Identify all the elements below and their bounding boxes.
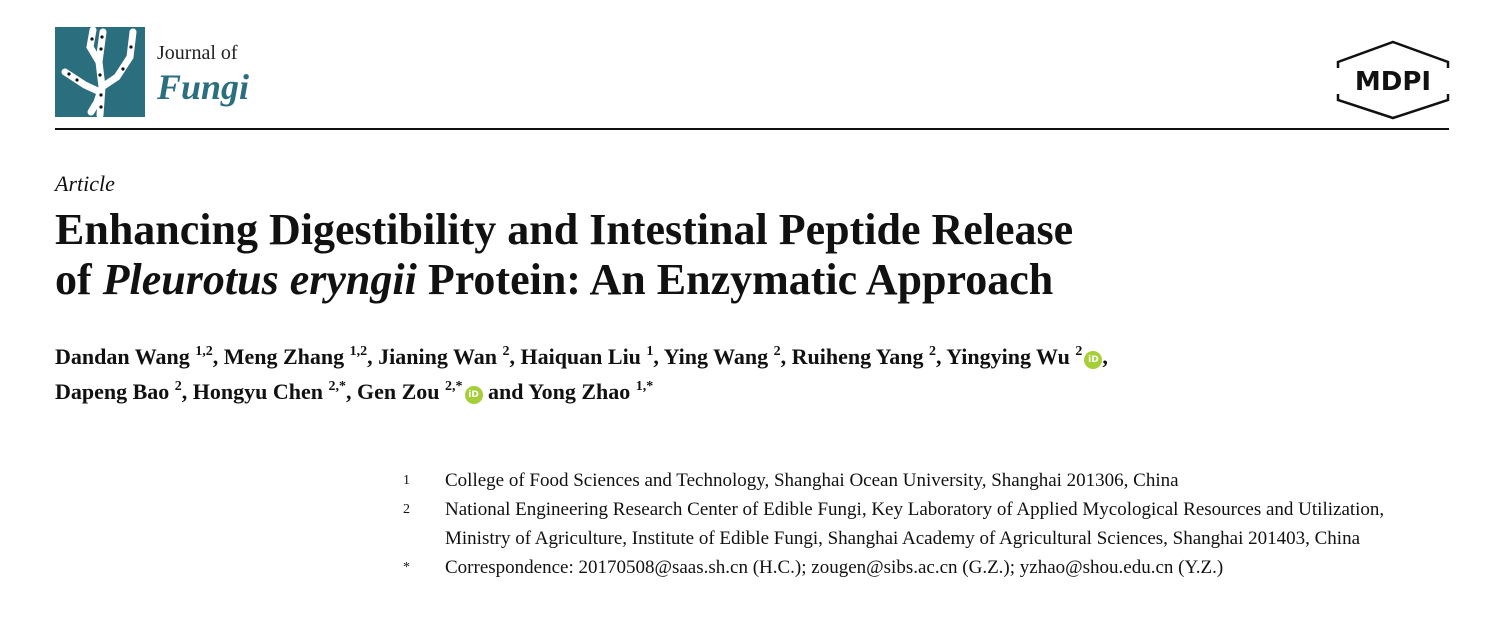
- author-name: Yingying Wu: [946, 344, 1070, 369]
- author-name: Dapeng Bao: [55, 379, 170, 404]
- author-affiliation-marker: 2,*: [328, 379, 347, 394]
- author-name: Hongyu Chen: [192, 379, 324, 404]
- author-separator: ,: [936, 344, 947, 369]
- author: Gen Zou 2,*iD and: [357, 379, 528, 404]
- author-separator: ,: [212, 344, 224, 369]
- species-name: Pleurotus eryngii: [102, 255, 417, 304]
- title-text: of: [55, 255, 103, 304]
- affiliation-text: College of Food Sciences and Technology,…: [445, 470, 1179, 491]
- author-separator: ,: [181, 379, 193, 404]
- affiliation-marker: 2: [403, 502, 410, 517]
- author-separator: ,: [1102, 344, 1108, 369]
- author-name: Dandan Wang: [55, 344, 190, 369]
- author-name: Meng Zhang: [223, 344, 345, 369]
- affiliation-item: * Correspondence: 20170508@saas.sh.cn (H.…: [398, 553, 1445, 582]
- affiliation-text: Correspondence: 20170508@saas.sh.cn (H.C…: [445, 557, 1224, 578]
- journal-prefix: Journal of: [157, 42, 238, 64]
- author: Hongyu Chen 2,*,: [193, 379, 357, 404]
- author-separator: ,: [780, 344, 792, 369]
- title-text: Protein: An Enzymatic Approach: [416, 255, 1054, 304]
- affiliation-marker: 1: [403, 473, 410, 488]
- author-separator: ,: [509, 344, 521, 369]
- author-separator: ,: [367, 344, 379, 369]
- author: Dandan Wang 1,2,: [55, 344, 224, 369]
- mdpi-logo-text: MDPI: [1355, 67, 1431, 97]
- paper-title: Enhancing Digestibility and Intestinal P…: [55, 205, 1355, 305]
- author: Yingying Wu 2iD,: [946, 344, 1108, 369]
- orcid-icon[interactable]: iD: [464, 386, 483, 404]
- author-name: Haiquan Liu: [520, 344, 641, 369]
- author-affiliation-marker: 2: [929, 344, 936, 359]
- author-affiliation-marker: 1: [646, 344, 654, 359]
- author: Jianing Wan 2,: [378, 344, 520, 369]
- affiliation-item: 1 College of Food Sciences and Technology…: [398, 466, 1445, 495]
- mdpi-logo: MDPI: [1336, 40, 1450, 120]
- author-affiliation-marker: 2: [773, 344, 781, 359]
- author-separator: ,: [653, 344, 664, 369]
- affiliation-marker: *: [403, 560, 410, 575]
- fungi-hyphae-icon: [61, 26, 137, 119]
- author: Ruiheng Yang 2,: [792, 344, 947, 369]
- affiliations: 1 College of Food Sciences and Technology…: [398, 466, 1445, 582]
- author-affiliation-marker: 2: [174, 379, 182, 394]
- affiliation-text: National Engineering Research Center of …: [445, 499, 1385, 549]
- author-list: Dandan Wang 1,2, Meng Zhang 1,2, Jianing…: [55, 339, 1455, 409]
- author-name: Ying Wang: [663, 344, 769, 369]
- article-type: Article: [55, 171, 115, 196]
- author-name: Ruiheng Yang: [791, 344, 924, 369]
- journal-name: Fungi: [157, 67, 250, 107]
- author: Meng Zhang 1,2,: [224, 344, 378, 369]
- author-name: Gen Zou: [357, 379, 440, 404]
- author-name: Jianing Wan: [378, 344, 497, 369]
- title-line-2: of Pleurotus eryngii Protein: An Enzymat…: [55, 255, 1355, 305]
- journal-logo-image: [55, 26, 145, 119]
- orcid-icon[interactable]: iD: [1084, 351, 1103, 369]
- author-affiliation-marker: 2,*: [445, 379, 463, 394]
- author-affiliation-marker: 1,2: [349, 344, 368, 359]
- author-name: Yong Zhao: [528, 379, 631, 404]
- title-line-1: Enhancing Digestibility and Intestinal P…: [55, 205, 1074, 254]
- author-affiliation-marker: 1,2: [195, 344, 213, 359]
- author: Ying Wang 2,: [664, 344, 792, 369]
- author-affiliation-marker: 2: [502, 344, 510, 359]
- author: Yong Zhao 1,*: [528, 379, 653, 404]
- header-rule: [55, 128, 1449, 130]
- author-separator: and: [482, 379, 529, 404]
- author: Haiquan Liu 1,: [520, 344, 663, 369]
- author: Dapeng Bao 2,: [55, 379, 193, 404]
- author-affiliation-marker: 1,*: [635, 379, 654, 394]
- author-affiliation-marker: 2: [1075, 344, 1083, 359]
- author-separator: ,: [346, 379, 358, 404]
- affiliation-item: 2 National Engineering Research Center of…: [398, 495, 1445, 553]
